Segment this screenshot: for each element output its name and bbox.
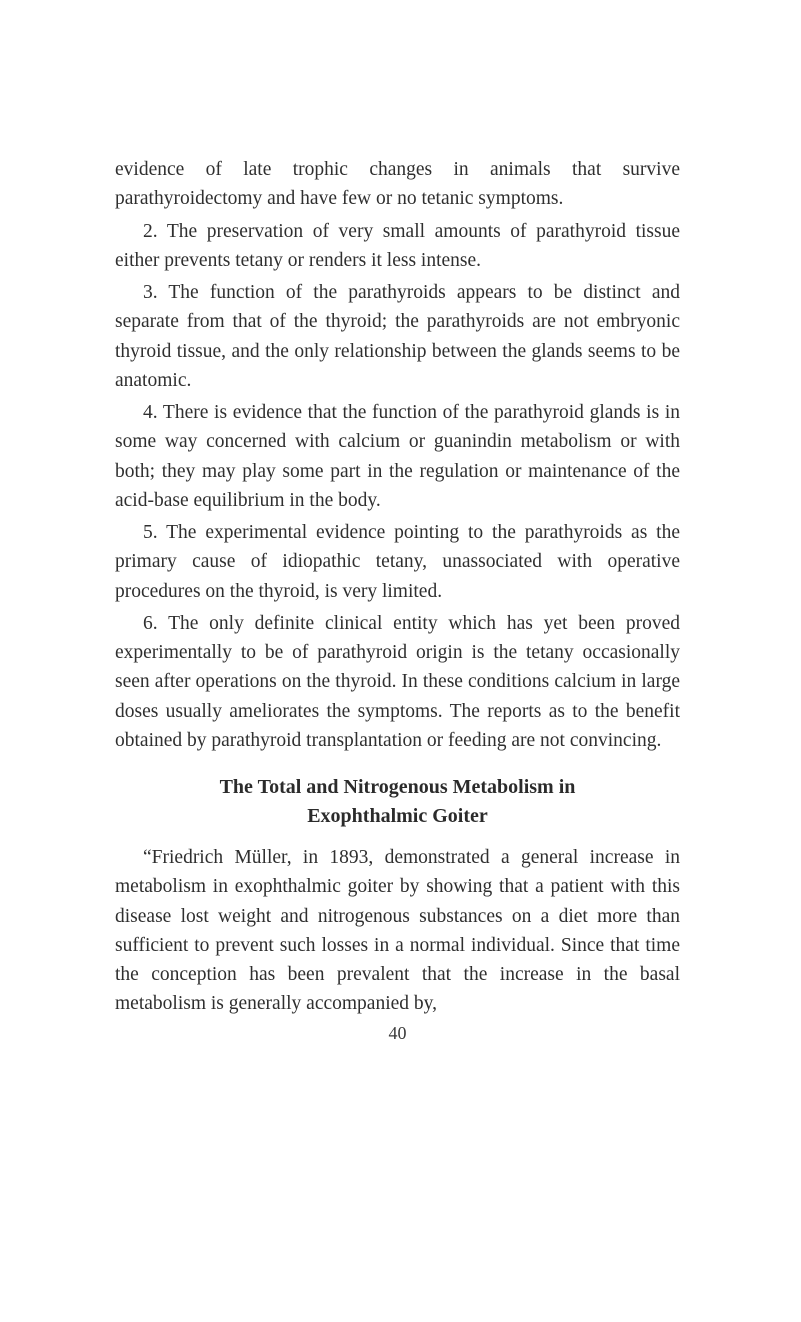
body-paragraph: 3. The function of the parathyroids appe… — [115, 278, 680, 395]
page-content: evidence of late trophic changes in anim… — [115, 155, 680, 1044]
body-paragraph: “Friedrich Müller, in 1893, demonstrated… — [115, 843, 680, 1019]
page-number: 40 — [115, 1023, 680, 1044]
heading-line: Exophthalmic Goiter — [307, 805, 488, 827]
body-paragraph: 6. The only definite clinical entity whi… — [115, 609, 680, 755]
body-paragraph: evidence of late trophic changes in anim… — [115, 155, 680, 214]
body-paragraph: 4. There is evidence that the function o… — [115, 398, 680, 515]
body-paragraph: 2. The preservation of very small amount… — [115, 217, 680, 276]
body-paragraph: 5. The experimental evidence pointing to… — [115, 518, 680, 606]
section-heading: The Total and Nitrogenous Metabolism in … — [115, 773, 680, 831]
heading-line: The Total and Nitrogenous Metabolism in — [220, 776, 576, 798]
